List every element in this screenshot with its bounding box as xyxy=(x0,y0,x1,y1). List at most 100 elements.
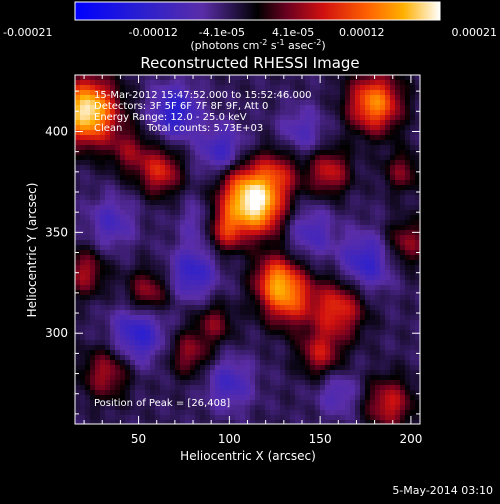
heatmap-cell xyxy=(330,405,336,411)
heatmap-cell xyxy=(385,120,391,126)
heatmap-cell xyxy=(385,110,391,116)
heatmap-cell xyxy=(220,420,226,424)
heatmap-cell xyxy=(100,325,106,331)
heatmap-cell xyxy=(295,90,301,96)
heatmap-cell xyxy=(115,265,121,271)
heatmap-cell xyxy=(230,415,236,421)
heatmap-cell xyxy=(330,380,336,386)
heatmap-cell xyxy=(85,355,91,361)
heatmap-cell xyxy=(410,410,416,416)
heatmap-cell xyxy=(275,325,281,331)
heatmap-cell xyxy=(385,250,391,256)
heatmap-cell xyxy=(90,170,96,176)
heatmap-cell xyxy=(200,395,206,401)
heatmap-cell xyxy=(245,290,251,296)
heatmap-cell xyxy=(400,105,406,111)
heatmap-cell xyxy=(145,215,151,221)
heatmap-cell xyxy=(265,195,271,201)
heatmap-cell xyxy=(225,80,231,86)
heatmap-cell xyxy=(105,245,111,251)
heatmap-cell xyxy=(315,325,321,331)
heatmap-cell xyxy=(200,300,206,306)
heatmap-cell xyxy=(160,85,166,91)
heatmap-cell xyxy=(230,120,236,126)
heatmap-cell xyxy=(115,230,121,236)
heatmap-cell xyxy=(220,155,226,161)
heatmap-cell xyxy=(145,200,151,206)
heatmap-cell xyxy=(335,190,341,196)
heatmap-cell xyxy=(120,75,126,81)
heatmap-cell xyxy=(320,365,326,371)
heatmap-cell xyxy=(285,390,291,396)
heatmap-cell xyxy=(180,265,186,271)
heatmap-cell xyxy=(95,135,101,141)
heatmap-cell xyxy=(130,355,136,361)
heatmap-cell xyxy=(135,295,141,301)
heatmap-cell xyxy=(395,85,401,91)
heatmap-cell xyxy=(395,80,401,86)
heatmap-cell xyxy=(395,385,401,391)
heatmap-cell xyxy=(235,220,241,226)
heatmap-cell xyxy=(195,300,201,306)
heatmap-cell xyxy=(405,285,411,291)
heatmap-cell xyxy=(315,365,321,371)
heatmap-cell xyxy=(80,105,86,111)
heatmap-cell xyxy=(280,160,286,166)
heatmap-cell xyxy=(250,330,256,336)
heatmap-cell xyxy=(345,205,351,211)
heatmap-cell xyxy=(225,335,231,341)
heatmap-cell xyxy=(105,260,111,266)
heatmap-cell xyxy=(215,195,221,201)
heatmap-cell xyxy=(85,235,91,241)
heatmap-cell xyxy=(95,335,101,341)
heatmap-cell xyxy=(320,235,326,241)
heatmap-cell xyxy=(380,175,386,181)
heatmap-cell xyxy=(115,90,121,96)
heatmap-cell xyxy=(140,255,146,261)
heatmap-cell xyxy=(145,245,151,251)
heatmap-cell xyxy=(415,150,420,156)
heatmap-cell xyxy=(235,400,241,406)
heatmap-cell xyxy=(355,175,361,181)
heatmap-cell xyxy=(95,355,101,361)
heatmap-cell xyxy=(275,160,281,166)
heatmap-cell xyxy=(105,340,111,346)
heatmap-cell xyxy=(220,275,226,281)
heatmap-cell xyxy=(75,415,81,421)
heatmap-cell xyxy=(235,240,241,246)
heatmap-cell xyxy=(215,275,221,281)
heatmap-cell xyxy=(85,315,91,321)
heatmap-cell xyxy=(175,155,181,161)
heatmap-cell xyxy=(190,280,196,286)
heatmap-cell xyxy=(200,370,206,376)
heatmap-cell xyxy=(245,255,251,261)
heatmap-cell xyxy=(135,270,141,276)
heatmap-cell xyxy=(180,80,186,86)
heatmap-cell xyxy=(170,115,176,121)
heatmap-cell xyxy=(325,345,331,351)
heatmap-cell xyxy=(310,225,316,231)
heatmap-cell xyxy=(100,235,106,241)
heatmap-cell xyxy=(215,400,221,406)
heatmap-cell xyxy=(110,400,116,406)
heatmap-cell xyxy=(340,185,346,191)
heatmap-cell xyxy=(90,155,96,161)
heatmap-cell xyxy=(85,365,91,371)
heatmap-cell xyxy=(95,185,101,191)
heatmap-cell xyxy=(125,290,131,296)
heatmap-cell xyxy=(150,255,156,261)
heatmap-cell xyxy=(185,245,191,251)
heatmap-cell xyxy=(315,230,321,236)
heatmap-cell xyxy=(160,175,166,181)
heatmap-cell xyxy=(330,260,336,266)
heatmap-cell xyxy=(105,80,111,86)
heatmap-cell xyxy=(335,285,341,291)
heatmap-cell xyxy=(75,275,81,281)
heatmap-cell xyxy=(335,85,341,91)
heatmap-cell xyxy=(335,375,341,381)
heatmap-cell xyxy=(335,295,341,301)
heatmap-cell xyxy=(415,265,420,271)
heatmap-cell xyxy=(200,255,206,261)
heatmap-cell xyxy=(310,385,316,391)
heatmap-cell xyxy=(220,405,226,411)
